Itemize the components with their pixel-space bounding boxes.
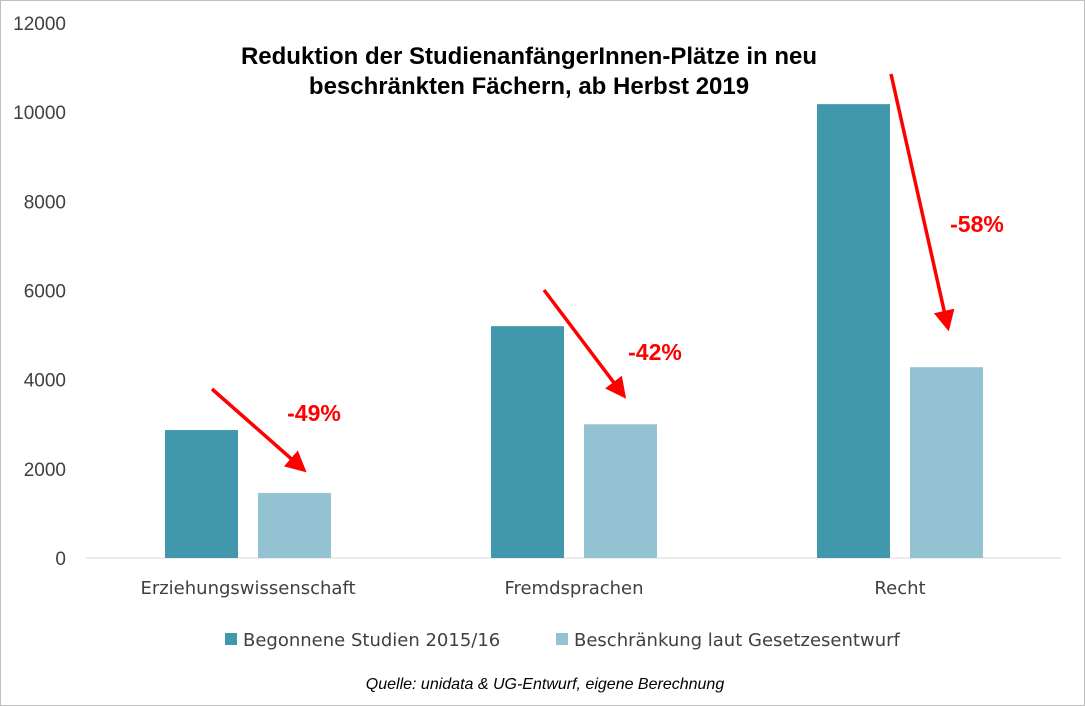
reduction-arrow (210, 387, 307, 473)
chart-title-line1: Reduktion der StudienanfängerInnen-Plätz… (241, 43, 817, 70)
x-category-label: Recht (874, 578, 925, 599)
bar-beschraenkung-0 (258, 492, 331, 558)
legend-label: Begonnene Studien 2015/16 (243, 630, 500, 651)
x-category-label: Fremdsprachen (504, 578, 643, 599)
legend-label: Beschränkung laut Gesetzesentwurf (574, 630, 901, 651)
bar-begonnene-0 (165, 430, 238, 558)
bar-beschraenkung-1 (584, 424, 657, 558)
y-tick-label: 6000 (24, 282, 66, 303)
reduction-percent-label: -58% (950, 211, 1004, 237)
y-tick-label: 12000 (13, 14, 66, 35)
bar-beschraenkung-2 (910, 367, 983, 558)
legend-swatch (556, 633, 568, 645)
legend-swatch (225, 633, 237, 645)
reduction-arrow (542, 288, 627, 399)
y-tick-label: 4000 (24, 371, 66, 392)
y-tick-label: 8000 (24, 192, 66, 213)
y-tick-label: 0 (55, 549, 66, 570)
reduction-percent-label: -42% (628, 339, 682, 365)
reduction-percent-label: -49% (287, 400, 341, 426)
bar-begonnene-2 (817, 104, 890, 559)
y-tick-label: 10000 (13, 103, 66, 124)
reduction-arrow (889, 73, 955, 332)
source-note: Quelle: unidata & UG-Entwurf, eigene Ber… (366, 676, 725, 693)
chart-title-line2: beschränkten Fächern, ab Herbst 2019 (309, 73, 749, 100)
bar-begonnene-1 (491, 326, 564, 558)
y-tick-label: 2000 (24, 460, 66, 481)
x-category-label: Erziehungswissenschaft (140, 578, 355, 599)
